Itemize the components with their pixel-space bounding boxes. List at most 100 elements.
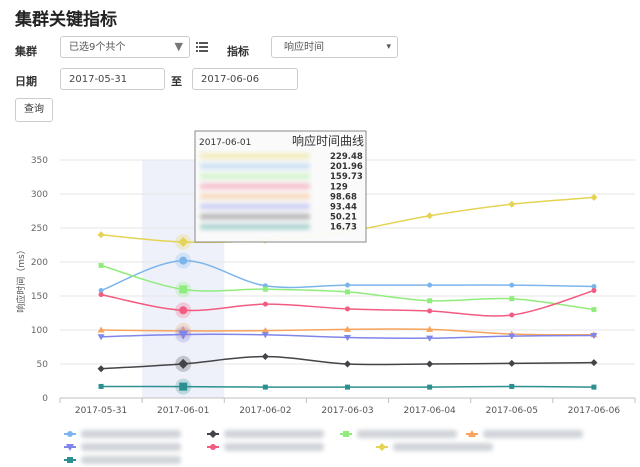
data-point <box>426 212 434 220</box>
data-point <box>344 360 351 368</box>
data-point <box>345 282 350 288</box>
data-point <box>261 327 269 334</box>
data-point <box>591 307 597 313</box>
y-tick-label: 250 <box>31 224 48 234</box>
legend-marker <box>67 457 73 463</box>
data-point <box>179 306 188 315</box>
legend-item[interactable] <box>64 456 181 464</box>
legend-item[interactable] <box>207 443 324 451</box>
tooltip-row-label-redacted <box>200 213 310 220</box>
tooltip-value: 93.44 <box>330 203 357 213</box>
data-point <box>261 332 269 339</box>
y-axis-label: 响应时间（ms） <box>15 245 27 312</box>
data-point <box>509 282 515 288</box>
legend-item[interactable] <box>64 443 181 451</box>
data-point <box>591 283 597 289</box>
data-point <box>345 306 350 312</box>
data-point <box>508 200 516 208</box>
legend-label-redacted <box>81 456 181 464</box>
data-point <box>427 308 433 314</box>
x-tick-label: 2017-05-31 <box>75 406 127 416</box>
data-point <box>509 312 515 318</box>
legend-item[interactable] <box>64 430 181 438</box>
legend-label-redacted <box>224 430 324 438</box>
data-point <box>97 231 105 239</box>
data-point <box>427 282 433 288</box>
y-tick-label: 50 <box>37 360 49 370</box>
tooltip-row-label-redacted <box>200 183 310 190</box>
x-tick-label: 2017-06-03 <box>321 406 373 416</box>
tooltip-row-label-redacted <box>200 163 310 170</box>
data-point <box>508 359 516 367</box>
tooltip-date: 2017-06-01 <box>199 138 251 148</box>
data-point <box>426 360 434 368</box>
legend-item[interactable] <box>340 430 457 438</box>
tooltip-value: 50.21 <box>330 213 357 223</box>
data-point <box>591 384 597 390</box>
legend-marker <box>66 444 74 451</box>
tooltip-value: 229.48 <box>330 152 363 162</box>
data-point <box>262 301 268 307</box>
tooltip-value: 159.73 <box>330 172 363 182</box>
data-point <box>262 286 268 292</box>
data-point <box>97 365 105 373</box>
cluster-select[interactable]: 已选9个共个 ▼ <box>60 36 190 58</box>
tooltip-value: 16.73 <box>330 223 357 233</box>
x-tick-label: 2017-06-01 <box>157 406 209 416</box>
data-point <box>508 333 516 340</box>
y-tick-label: 200 <box>31 258 48 268</box>
data-point <box>98 383 104 389</box>
date-separator: 至 <box>171 75 182 88</box>
tooltip-row-label-redacted <box>200 193 310 200</box>
list-icon[interactable] <box>196 41 208 53</box>
legend-label-redacted <box>81 443 181 451</box>
data-point <box>344 334 351 341</box>
legend-label-redacted <box>483 430 583 438</box>
date-label: 日期 <box>15 75 37 88</box>
legend-label-redacted <box>357 430 457 438</box>
data-point <box>427 298 433 304</box>
data-point <box>179 256 188 265</box>
y-tick-label: 300 <box>31 190 48 200</box>
legend-label-redacted <box>393 443 493 451</box>
x-tick-label: 2017-06-05 <box>486 406 538 416</box>
date-to-input[interactable]: 2017-06-06 <box>192 68 298 90</box>
data-point <box>426 325 434 332</box>
tooltip-row-label-redacted <box>200 203 310 210</box>
data-point <box>97 334 105 341</box>
data-point <box>344 325 351 332</box>
y-tick-label: 150 <box>31 292 48 302</box>
data-point <box>178 330 189 340</box>
tooltip-value: 201.96 <box>330 162 363 172</box>
metric-select-value: 响应时间 <box>284 42 324 53</box>
date-from-input[interactable]: 2017-05-31 <box>60 68 165 90</box>
x-tick-label: 2017-06-04 <box>403 406 456 416</box>
y-tick-label: 0 <box>42 394 48 404</box>
cluster-select-value: 已选9个共个 <box>69 42 126 53</box>
caret-down-icon: ▾ <box>386 42 391 52</box>
legend <box>64 430 583 464</box>
query-button[interactable]: 查询 <box>15 98 53 122</box>
data-point <box>509 383 515 389</box>
metric-label: 指标 <box>227 45 249 58</box>
data-point <box>427 384 433 390</box>
data-point <box>179 285 188 294</box>
legend-item[interactable] <box>466 430 583 438</box>
metric-select[interactable]: 响应时间 ▾ <box>271 36 398 58</box>
data-point <box>426 335 434 342</box>
data-point <box>262 384 268 390</box>
legend-item[interactable] <box>207 430 324 438</box>
legend-marker <box>468 430 476 437</box>
cluster-label: 集群 <box>15 45 37 58</box>
tooltip-title: 响应时间曲线 <box>292 133 364 148</box>
caret-down-icon: ▼ <box>174 40 183 53</box>
data-point <box>179 382 188 391</box>
legend-marker <box>67 431 73 437</box>
legend-label-redacted <box>81 430 181 438</box>
tooltip-row-label-redacted <box>200 223 310 230</box>
data-point <box>178 236 189 247</box>
legend-item[interactable] <box>376 443 493 451</box>
legend-marker <box>210 444 216 450</box>
legend-marker <box>209 430 217 438</box>
